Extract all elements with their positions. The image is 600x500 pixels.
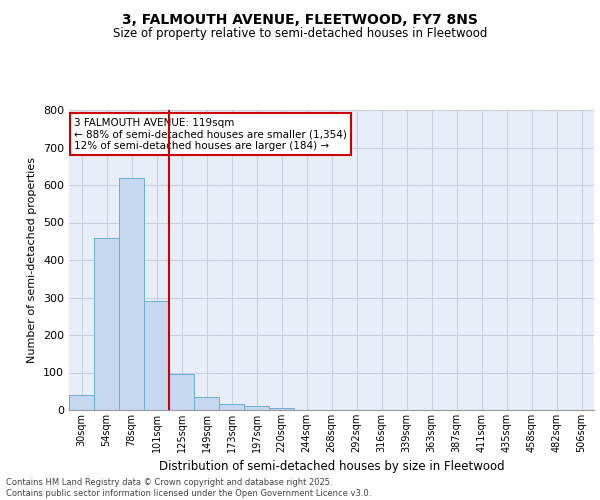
Bar: [219, 404, 244, 410]
Bar: [94, 238, 119, 410]
Bar: [194, 397, 219, 410]
Bar: [244, 406, 269, 410]
Bar: [69, 395, 94, 410]
Text: 3 FALMOUTH AVENUE: 119sqm
← 88% of semi-detached houses are smaller (1,354)
12% : 3 FALMOUTH AVENUE: 119sqm ← 88% of semi-…: [74, 118, 347, 150]
Y-axis label: Number of semi-detached properties: Number of semi-detached properties: [28, 157, 37, 363]
Text: Contains HM Land Registry data © Crown copyright and database right 2025.
Contai: Contains HM Land Registry data © Crown c…: [6, 478, 371, 498]
Text: Size of property relative to semi-detached houses in Fleetwood: Size of property relative to semi-detach…: [113, 28, 487, 40]
Bar: [169, 374, 194, 410]
X-axis label: Distribution of semi-detached houses by size in Fleetwood: Distribution of semi-detached houses by …: [158, 460, 505, 473]
Text: 3, FALMOUTH AVENUE, FLEETWOOD, FY7 8NS: 3, FALMOUTH AVENUE, FLEETWOOD, FY7 8NS: [122, 12, 478, 26]
Bar: [119, 178, 144, 410]
Bar: [269, 408, 294, 410]
Bar: [144, 301, 169, 410]
